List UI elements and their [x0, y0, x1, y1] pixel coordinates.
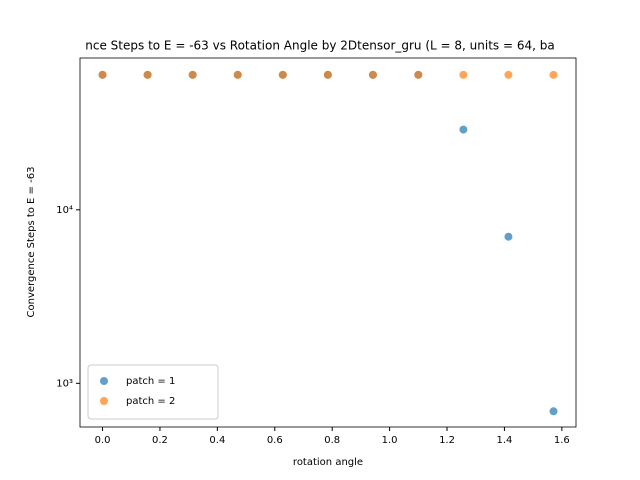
x-tick-label: 0.0 — [95, 435, 111, 446]
legend-label: patch = 1 — [126, 376, 175, 387]
x-axis-label: rotation angle — [293, 457, 363, 468]
plot-frame — [79, 57, 577, 428]
point — [188, 70, 197, 79]
legend-marker — [100, 397, 108, 405]
x-tick-label: 0.4 — [209, 435, 225, 446]
point — [549, 70, 558, 79]
x-tick-label: 0.6 — [267, 435, 283, 446]
legend-label: patch = 2 — [126, 396, 175, 407]
legend-box — [87, 364, 219, 420]
x-tick-label: 1.2 — [439, 435, 455, 446]
point — [143, 70, 152, 79]
x-tick-label: 1.4 — [496, 435, 512, 446]
point — [278, 70, 287, 79]
point — [459, 70, 468, 79]
x-tick-label: 0.2 — [152, 435, 168, 446]
point — [98, 70, 107, 79]
legend-marker — [100, 377, 108, 385]
point — [549, 407, 558, 416]
y-tick-label: 10³ — [56, 378, 73, 389]
point — [414, 70, 423, 79]
point — [459, 125, 468, 134]
point — [504, 70, 513, 79]
point — [323, 70, 332, 79]
y-axis-label: Convergence Steps to E = -63 — [26, 167, 37, 318]
y-tick-label: 10⁴ — [56, 205, 73, 216]
chart-title: nce Steps to E = -63 vs Rotation Angle b… — [85, 39, 554, 53]
x-tick-label: 1.6 — [554, 435, 570, 446]
x-tick-label: 1.0 — [382, 435, 398, 446]
point — [504, 232, 513, 241]
x-tick-label: 0.8 — [324, 435, 340, 446]
point — [233, 70, 242, 79]
point — [368, 70, 377, 79]
